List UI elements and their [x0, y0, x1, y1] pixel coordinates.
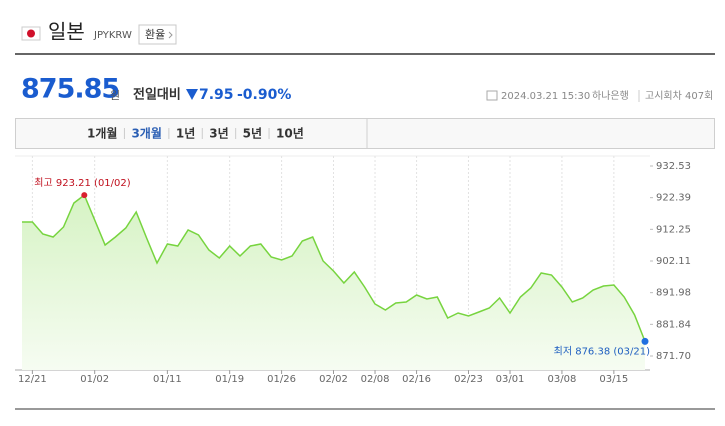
country-name: 일본 — [48, 20, 85, 44]
x-tick-label: 03/08 — [548, 374, 577, 385]
change-label: 전일대비 — [133, 87, 181, 103]
rate-button[interactable]: 환율 — [138, 24, 177, 45]
max-marker — [81, 192, 88, 199]
down-arrow — [186, 89, 198, 100]
x-tick-label: 02/16 — [402, 374, 431, 385]
x-tick-label: 03/01 — [496, 374, 525, 385]
bottom-rule — [15, 408, 715, 410]
x-tick-label: 02/02 — [319, 374, 348, 385]
change: 7.95 — [199, 87, 234, 103]
x-tick-label: 02/23 — [454, 374, 483, 385]
button-arrow — [168, 31, 173, 39]
price-unit: 원 — [110, 89, 120, 102]
area — [22, 195, 645, 370]
x-tick-label: 01/11 — [153, 374, 182, 385]
quote-datetime: 2024.03.21 15:30 — [501, 91, 590, 102]
button-label[interactable]: 환율 — [145, 28, 165, 41]
tab-bar — [15, 118, 715, 149]
tab[interactable]: 5년 — [243, 127, 262, 141]
tabs: 1개월 3개월 1년 3년 5년 10년 — [87, 126, 304, 141]
min-marker — [641, 337, 649, 345]
tab[interactable]: 1개월 — [87, 126, 117, 141]
x-tick-label: 01/26 — [267, 374, 296, 385]
y-tick-label: 922.39 — [656, 193, 691, 204]
button-box[interactable] — [138, 24, 177, 45]
min-annotation: 최저 876.38 (03/21) — [554, 345, 650, 357]
x-tick-label: 01/19 — [215, 374, 244, 385]
y-tick-label: 902.11 — [656, 256, 691, 267]
x-tick-label: 12/21 — [18, 374, 47, 385]
x-tick-label: 02/08 — [361, 374, 390, 385]
y-tick-label: 912.25 — [656, 224, 691, 235]
x-tick-label: 03/15 — [599, 374, 628, 385]
y-tick-label: 932.53 — [656, 161, 691, 172]
max-annotation: 최고 923.21 (01/02) — [34, 177, 130, 189]
tab[interactable]: 3년 — [209, 127, 228, 141]
y-tick-label: 891.98 — [656, 288, 691, 299]
info-icon — [486, 90, 498, 101]
y-tick-label: 881.84 — [656, 319, 691, 330]
currency-code: JPYKRW — [93, 30, 132, 41]
chart: 12/21 01/02 01/11 01/19 01/26 02/02 02/08 02/16… — [15, 155, 691, 385]
tab[interactable]: 3개월 — [131, 126, 161, 141]
header-rule — [15, 53, 715, 55]
x-tick-label: 01/02 — [80, 374, 109, 385]
quote-round: 고시회차 407회 — [645, 90, 713, 102]
tab[interactable]: 1년 — [176, 127, 195, 141]
change-pct: -0.90% — [237, 87, 291, 103]
tab[interactable]: 10년 — [276, 127, 304, 141]
quote-bank: 하나은행 — [592, 89, 629, 102]
flag-circle — [27, 29, 35, 38]
line — [22, 193, 646, 342]
price: 875.85 — [21, 74, 119, 105]
y-tick-label: 871.70 — [656, 351, 691, 362]
